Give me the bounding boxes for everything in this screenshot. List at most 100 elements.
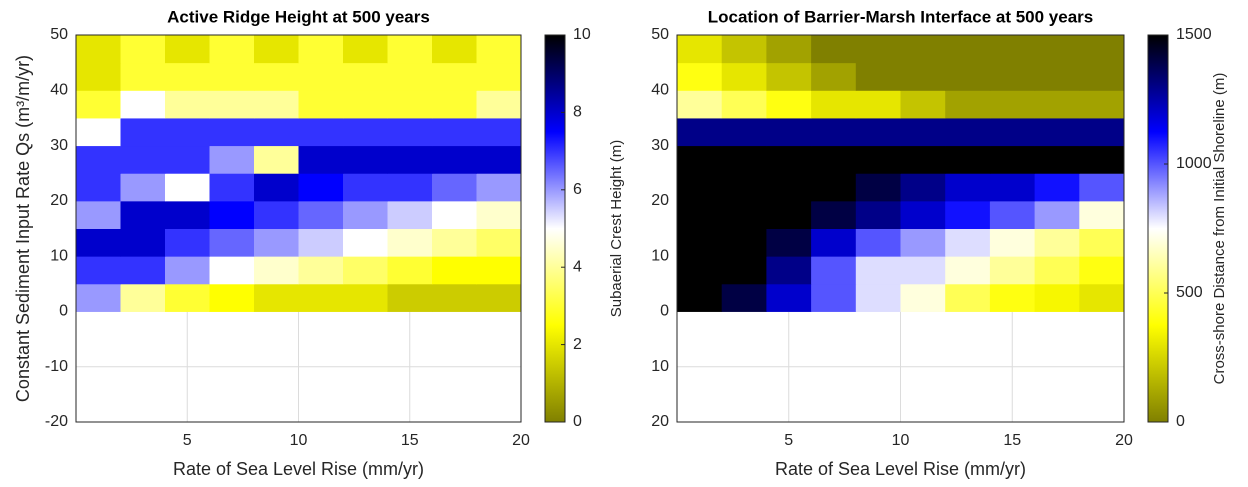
y-tick-label: -10 [45,358,68,375]
heatmap-cell [766,35,812,64]
heatmap-cell [76,200,121,229]
heatmap-cell [76,62,121,91]
heatmap-cell [120,283,166,312]
heatmap-cell [254,228,299,257]
heatmap-cell [766,117,812,147]
heatmap-cell [1034,62,1080,91]
y-tick-label: 0 [59,303,68,320]
heatmap-cell [989,62,1036,91]
x-tick-label: 20 [512,432,530,449]
heatmap-cell [811,35,857,64]
x-tick-label: 15 [401,432,419,449]
heatmap-cell [387,117,433,147]
chart-title: Location of Barrier-Marsh Interface at 5… [708,7,1093,26]
x-tick-label: 5 [784,432,793,449]
x-tick-label: 15 [1003,432,1021,449]
heatmap-cell [855,145,901,174]
heatmap-cell [721,173,767,202]
heatmap-cell [76,90,121,119]
heatmap-cell [120,173,166,202]
heatmap-cell [120,145,166,174]
heatmap-cell [855,35,901,64]
colorbar-tick-label: 10 [573,26,591,43]
heatmap-cell [1034,256,1080,285]
heatmap-cell [254,200,299,229]
heatmap-cell [432,283,477,312]
heatmap-cell [343,283,388,312]
heatmap-cell [1079,145,1125,174]
heatmap-cell [254,173,299,202]
heatmap-cell [120,200,166,229]
heatmap-cell [254,35,299,64]
colorbar-tick-label: 0 [573,413,582,430]
heatmap-cell [945,256,991,285]
heatmap-cell [1034,228,1080,257]
heatmap-cell [209,256,255,285]
heatmap-cell [989,90,1036,119]
y-tick-label: 20 [651,192,669,209]
y-tick-label: 20 [651,413,669,430]
heatmap-cell [766,200,812,229]
heatmap-cell [387,283,433,312]
heatmap-cell [721,200,767,229]
heatmap-cell [1079,200,1125,229]
heatmap-cell [298,117,344,147]
heatmap-cell [76,173,121,202]
heatmap-cell [945,35,991,64]
colorbar-tick-label: 500 [1176,284,1203,301]
heatmap-cell [945,200,991,229]
heatmap-cell [677,283,723,312]
heatmap-cell [209,62,255,91]
heatmap-cell [900,90,946,119]
heatmap-cell [432,145,477,174]
heatmap-cell [1079,117,1125,147]
heatmap-cell [76,35,121,64]
heatmap-cell [165,90,210,119]
heatmap-cell [165,256,210,285]
heatmap-cell [387,256,433,285]
heatmap-cell [811,283,857,312]
heatmap-cell [476,200,522,229]
heatmap-cell [721,90,767,119]
heatmap-cell [120,35,166,64]
heatmap-cell [298,35,344,64]
y-tick-label: 0 [660,303,669,320]
heatmap-cell [165,283,210,312]
heatmap-cell [254,90,299,119]
axes-box [676,34,1125,423]
heatmap-cell [432,90,477,119]
heatmap-cell [811,62,857,91]
heatmap-cell [766,90,812,119]
heatmap-cell [165,62,210,91]
heatmap-cell [209,35,255,64]
heatmap-cell [476,173,522,202]
heatmap-cell [343,173,388,202]
y-tick-label: 30 [50,137,68,154]
x-axis-label: Rate of Sea Level Rise (mm/yr) [173,459,424,479]
heatmap-cell [900,117,946,147]
colorbar-tick-label: 0 [1176,413,1185,430]
heatmap-cell [432,173,477,202]
heatmap-cell [945,62,991,91]
heatmap-cell [1034,173,1080,202]
heatmap-cell [855,173,901,202]
heatmap-cell [721,145,767,174]
heatmap-cell [298,200,344,229]
heatmap-cell [989,283,1036,312]
heatmap-cell [900,62,946,91]
y-tick-label: 50 [651,26,669,43]
heatmap-cell [254,256,299,285]
heatmap-cell [855,62,901,91]
heatmap-cell [677,200,723,229]
heatmap-cell [945,173,991,202]
heatmap-cell [677,228,723,257]
heatmap-cell [900,228,946,257]
heatmap-cell [387,228,433,257]
heatmap-cell [1079,62,1125,91]
heatmap-cell [120,256,166,285]
x-tick-label: 10 [290,432,308,449]
heatmap-cell [1079,256,1125,285]
y-tick-label: -20 [45,413,68,430]
heatmap-cell [387,145,433,174]
